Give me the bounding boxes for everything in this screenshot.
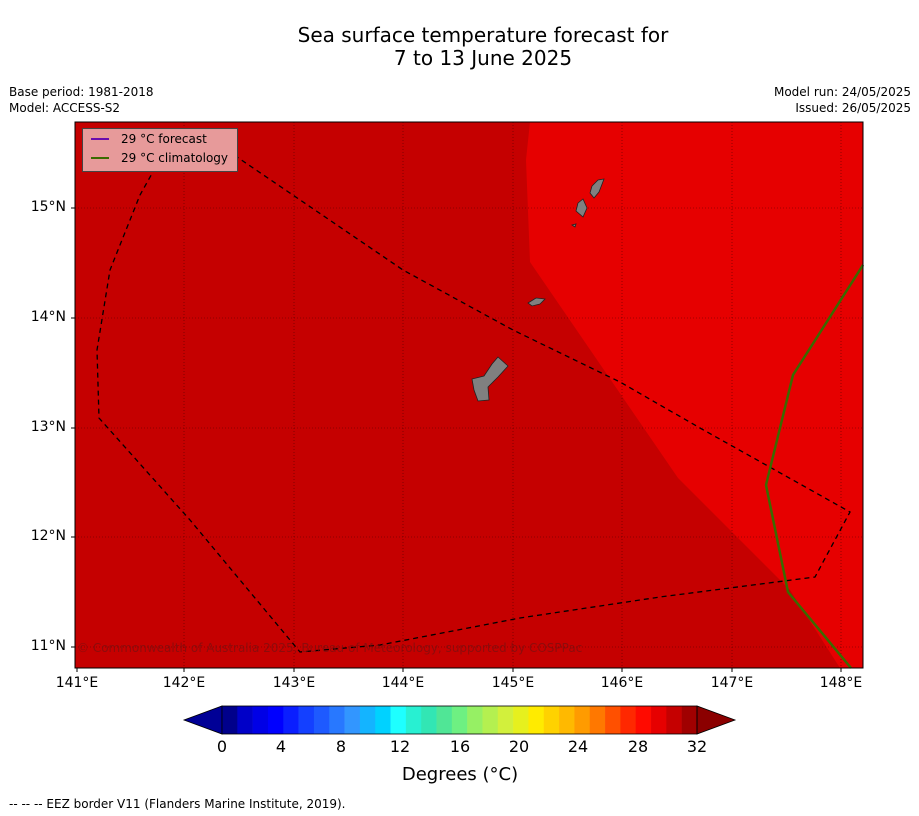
lon-label: 142°E (162, 675, 206, 691)
map-frame (74, 121, 864, 669)
colorbar-segment (559, 706, 575, 734)
colorbar-segment (528, 706, 545, 734)
colorbar-segment (651, 706, 667, 734)
lon-label: 143°E (272, 675, 316, 691)
island-tinian (575, 198, 588, 218)
colorbar-tick-label: 20 (508, 737, 530, 756)
colorbar-segment (574, 706, 591, 734)
lon-label: 144°E (381, 675, 425, 691)
land-islands (471, 178, 605, 402)
colorbar-tick-label: 28 (627, 737, 649, 756)
colorbar-frame (221, 705, 698, 735)
model-run-text: Model run: 24/05/2025 (773, 85, 911, 99)
lon-label: 147°E (710, 675, 754, 691)
base-period-text: Base period: 1981-2018 (9, 85, 154, 99)
map-title-line-2: 7 to 13 June 2025 (393, 46, 573, 70)
legend-forecast-label: 29 °C forecast (121, 132, 207, 146)
lat-label: 14°N (30, 309, 66, 325)
colorbar-segment (222, 706, 238, 734)
legend-entry-forecast: 29 °C forecast (91, 131, 207, 147)
graticule (75, 122, 863, 668)
model-info-left: Base period: 1981-2018 Model: ACCESS-S2 (9, 84, 154, 116)
colorbar-tick-label: 4 (275, 737, 287, 756)
colorbar-tick-label: 0 (216, 737, 228, 756)
colorbar-segment (436, 706, 453, 734)
colorbar-segment (405, 706, 422, 734)
colorbar-over-arrow (696, 705, 737, 735)
colorbar-segment (237, 706, 253, 734)
sea-region-hot (526, 122, 863, 668)
colorbar-units-label: Degrees (°C) (401, 764, 519, 785)
lat-label: 15°N (30, 199, 66, 215)
colorbar-tick-label: 16 (449, 737, 471, 756)
colorbar-segment (635, 706, 652, 734)
colorbar-segment (497, 706, 514, 734)
colorbar-segment (421, 706, 437, 734)
colorbar-segment (513, 706, 529, 734)
map-title-line-1: Sea surface temperature forecast for (297, 23, 669, 47)
colorbar-segment (390, 706, 407, 734)
lon-label: 146°E (600, 675, 644, 691)
colorbar-segment (329, 706, 345, 734)
eez-border-footnote: -- -- -- EEZ border V11 (Flanders Marine… (9, 797, 346, 811)
colorbar-segment (451, 706, 468, 734)
colorbar-segment (681, 706, 698, 734)
island-aguijan (571, 223, 577, 228)
contour-legend: 29 °C forecast 29 °C climatology (82, 128, 238, 172)
colorbar-segment (543, 706, 560, 734)
climatology-line-swatch (91, 157, 109, 159)
legend-climatology-label: 29 °C climatology (121, 151, 229, 165)
colorbar-segment (252, 706, 269, 734)
colorbar-segment (620, 706, 637, 734)
colorbar-segment (267, 706, 284, 734)
lon-label: 145°E (491, 675, 535, 691)
island-saipan (589, 178, 605, 199)
colorbar-segment (666, 706, 682, 734)
lat-label: 12°N (30, 528, 66, 544)
colorbar-segment (605, 706, 621, 734)
colorbar-tick-label: 8 (335, 737, 347, 756)
lat-label: 11°N (30, 638, 66, 654)
copyright-watermark: © Commonwealth of Australia 2025, Bureau… (77, 641, 583, 655)
colorbar-segment (313, 706, 330, 734)
lon-label: 141°E (55, 675, 99, 691)
colorbar-segment (283, 706, 299, 734)
colorbar-under-arrow (182, 705, 223, 735)
colorbar-segment (375, 706, 391, 734)
colorbar-segment (359, 706, 376, 734)
colorbar-segment (589, 706, 606, 734)
colorbar-tick-label: 12 (389, 737, 411, 756)
colorbar-segment (344, 706, 361, 734)
island-rota (527, 297, 546, 307)
model-info-right: Model run: 24/05/2025 Issued: 26/05/2025 (774, 84, 911, 116)
colorbar-segment (482, 706, 499, 734)
model-name-text: Model: ACCESS-S2 (9, 101, 121, 115)
colorbar (182, 705, 737, 735)
lat-label: 13°N (30, 419, 66, 435)
legend-entry-climatology: 29 °C climatology (91, 150, 228, 166)
colorbar-tick-label: 32 (686, 737, 708, 756)
colorbar-tick-label: 24 (567, 737, 589, 756)
axis-ticks (71, 207, 842, 672)
lon-label: 148°E (819, 675, 863, 691)
eez-border (96, 139, 851, 653)
colorbar-segment (467, 706, 483, 734)
climatology-29c-contour (764, 264, 865, 669)
island-guam (471, 356, 509, 402)
issued-date-text: Issued: 26/05/2025 (795, 101, 911, 115)
colorbar-segment (298, 706, 315, 734)
forecast-line-swatch (91, 138, 109, 140)
